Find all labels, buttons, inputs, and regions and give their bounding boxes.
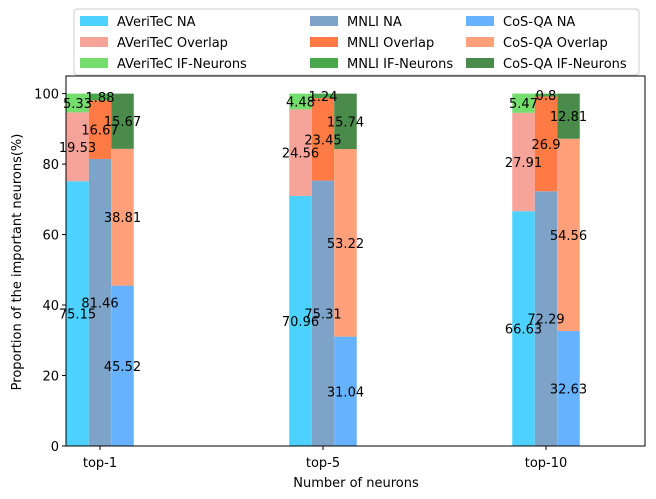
bar-cos-qa-overlap-top-1 — [111, 148, 134, 286]
legend-swatch-averitec-na — [80, 16, 108, 26]
bar-averitec-if-neurons-top-10 — [512, 93, 535, 113]
bar-cos-qa-if-neurons-top-10 — [557, 93, 580, 139]
bars-layer — [66, 93, 580, 446]
value-label-cos-qa-na-top-5: 31.04 — [327, 385, 364, 400]
y-tick-label-100: 100 — [34, 88, 59, 103]
bar-mnli-na-top-10 — [534, 191, 558, 446]
value-label-cos-qa-if-neurons-top-10: 12.81 — [550, 110, 587, 125]
bar-mnli-overlap-top-5 — [311, 97, 335, 181]
y-tick-label-40: 40 — [42, 299, 59, 314]
legend-label-averitec-if-neurons: AVeriTeC IF-Neurons — [117, 57, 247, 72]
value-label-averitec-overlap-top-5: 24.56 — [282, 147, 319, 162]
bar-cos-qa-if-neurons-top-1 — [111, 93, 134, 149]
bar-labels-layer: 75.15 19.53 5.33 70.96 24.56 4.48 66.63 27.91 5.… — [59, 89, 587, 400]
x-tick-label-top-10: top-10 — [525, 456, 568, 471]
bar-cos-qa-if-neurons-top-5 — [334, 93, 357, 150]
value-label-averitec-if-neurons-top-10: 5.47 — [509, 97, 538, 112]
y-axis-title: Proportion of the important neurons(%) — [10, 134, 25, 391]
legend-swatch-cos-qa-overlap — [466, 37, 494, 47]
bar-mnli-if-neurons-top-1 — [88, 93, 112, 101]
bar-averitec-if-neurons-top-5 — [289, 93, 312, 110]
value-label-mnli-overlap-top-10: 26.9 — [532, 138, 561, 153]
legend-label-mnli-overlap: MNLI Overlap — [347, 36, 434, 51]
legend-swatch-mnli-overlap — [310, 37, 338, 47]
y-tick-label-0: 0 — [51, 440, 59, 455]
x-axis-title: Number of neurons — [293, 476, 419, 491]
bar-averitec-na-top-1 — [66, 181, 89, 446]
bar-cos-qa-na-top-10 — [557, 331, 580, 446]
value-label-mnli-overlap-top-5: 23.45 — [304, 133, 341, 148]
legend-label-cos-qa-if-neurons: CoS-QA IF-Neurons — [503, 57, 627, 72]
value-label-cos-qa-overlap-top-5: 53.22 — [327, 237, 364, 252]
y-tick-label-80: 80 — [42, 158, 59, 173]
bar-mnli-na-top-1 — [88, 158, 112, 446]
bar-mnli-na-top-5 — [311, 180, 335, 446]
legend-swatch-cos-qa-if-neurons — [466, 58, 494, 68]
value-label-mnli-if-neurons-top-5: 1.24 — [309, 90, 338, 105]
y-tick-label-60: 60 — [42, 229, 59, 244]
legend-label-averitec-na: AVeriTeC NA — [117, 15, 196, 30]
bar-mnli-overlap-top-10 — [534, 96, 558, 192]
bar-averitec-if-neurons-top-1 — [66, 93, 89, 113]
legend-swatch-cos-qa-na — [466, 16, 494, 26]
value-label-cos-qa-if-neurons-top-1: 15.67 — [104, 115, 141, 130]
bar-mnli-if-neurons-top-10 — [534, 93, 558, 97]
bar-cos-qa-overlap-top-10 — [557, 138, 580, 332]
value-label-averitec-na-top-1: 75.15 — [59, 308, 96, 323]
plot-frame — [65, 75, 646, 447]
value-label-cos-qa-overlap-top-10: 54.56 — [550, 229, 587, 244]
value-label-mnli-if-neurons-top-1: 1.88 — [86, 91, 115, 106]
bar-averitec-overlap-top-1 — [66, 112, 89, 182]
legend: AVeriTeC NA AVeriTeC Overlap AVeriTeC IF-N… — [73, 8, 640, 76]
bar-cos-qa-overlap-top-5 — [334, 149, 357, 337]
bar-averitec-overlap-top-10 — [512, 112, 535, 212]
value-label-averitec-na-top-10: 66.63 — [505, 323, 542, 338]
legend-label-mnli-if-neurons: MNLI IF-Neurons — [347, 57, 453, 72]
value-label-mnli-if-neurons-top-10: 0.8 — [536, 89, 557, 104]
value-label-averitec-overlap-top-10: 27.91 — [505, 156, 542, 171]
bar-mnli-if-neurons-top-5 — [311, 93, 335, 98]
bar-cos-qa-na-top-5 — [334, 336, 357, 446]
value-label-mnli-overlap-top-1: 16.67 — [81, 124, 118, 139]
bar-averitec-na-top-10 — [512, 211, 535, 446]
x-tick-label-top-5: top-5 — [306, 456, 340, 471]
y-tick-label-20: 20 — [42, 370, 59, 385]
legend-label-cos-qa-na: CoS-QA NA — [503, 15, 575, 30]
legend-label-cos-qa-overlap: CoS-QA Overlap — [503, 36, 608, 51]
legend-swatch-averitec-overlap — [80, 37, 108, 47]
bar-mnli-overlap-top-1 — [88, 100, 112, 159]
value-label-cos-qa-overlap-top-1: 38.81 — [104, 211, 141, 226]
value-label-mnli-na-top-10: 72.29 — [527, 313, 564, 328]
value-label-averitec-overlap-top-1: 19.53 — [59, 141, 96, 156]
bar-averitec-overlap-top-5 — [289, 109, 312, 196]
axes-layer: 0 20 40 60 80 100 top-1 top-5 top-10 — [34, 75, 646, 471]
legend-swatch-mnli-if-neurons — [310, 58, 338, 68]
legend-label-mnli-na: MNLI NA — [347, 15, 402, 30]
legend-swatch-averitec-if-neurons — [80, 58, 108, 68]
bar-cos-qa-na-top-1 — [111, 285, 134, 446]
value-label-cos-qa-if-neurons-top-5: 15.74 — [327, 115, 364, 130]
value-label-averitec-na-top-5: 70.96 — [282, 315, 319, 330]
legend-box — [73, 8, 640, 76]
bar-averitec-na-top-5 — [289, 195, 312, 446]
value-label-averitec-if-neurons-top-5: 4.48 — [286, 96, 315, 111]
value-label-mnli-na-top-5: 75.31 — [304, 307, 341, 322]
legend-swatch-mnli-na — [310, 16, 338, 26]
value-label-cos-qa-na-top-1: 45.52 — [104, 360, 141, 375]
value-label-averitec-if-neurons-top-1: 5.33 — [63, 97, 92, 112]
value-label-cos-qa-na-top-10: 32.63 — [550, 383, 587, 398]
value-label-mnli-na-top-1: 81.46 — [81, 296, 118, 311]
x-tick-label-top-1: top-1 — [83, 456, 117, 471]
legend-label-averitec-overlap: AVeriTeC Overlap — [117, 36, 228, 51]
